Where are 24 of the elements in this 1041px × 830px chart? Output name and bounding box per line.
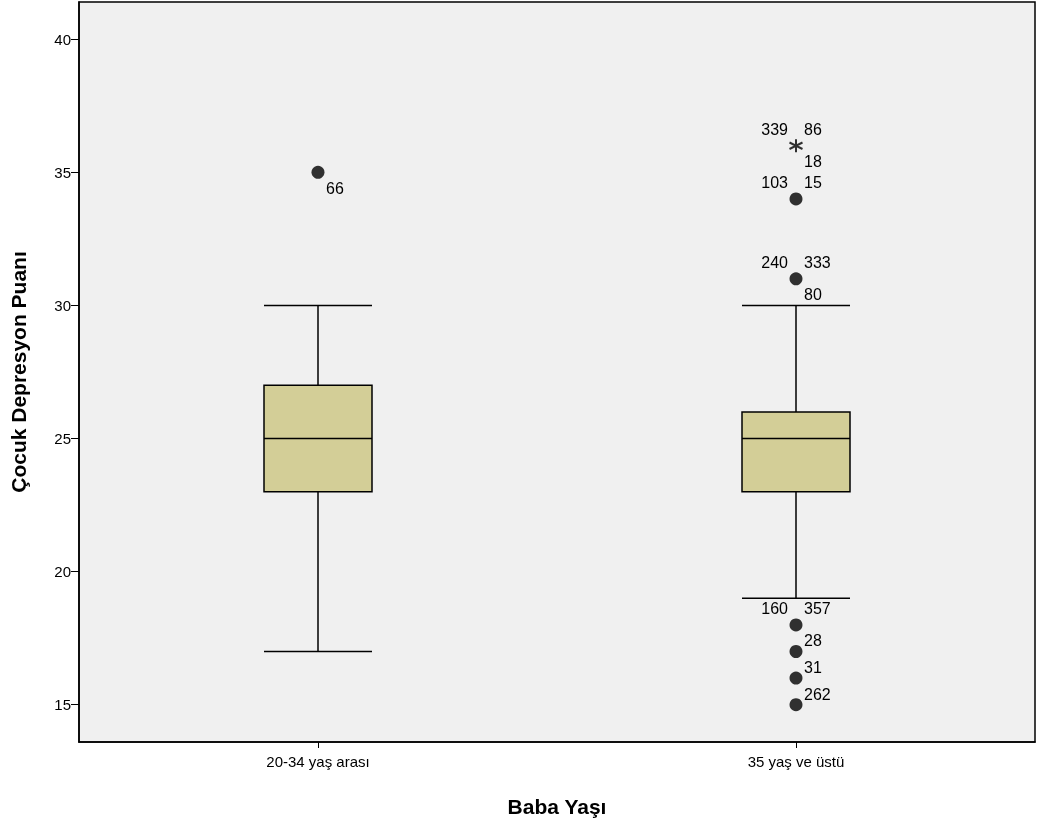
annotation: 357 xyxy=(804,600,831,618)
y-tick-label: 15 xyxy=(54,696,71,714)
annotation: 160 xyxy=(761,600,789,618)
annotation: 86 xyxy=(804,121,822,139)
annotation: 103 xyxy=(761,174,789,192)
x-tick-label: 20-34 yaş arası xyxy=(266,753,370,770)
annotation: 240 xyxy=(761,254,789,272)
y-axis-title: Çocuk Depresyon Puanı xyxy=(7,251,30,493)
annotation: 15 xyxy=(804,174,822,192)
annotation: 28 xyxy=(804,632,822,650)
annotation: 80 xyxy=(804,286,822,304)
annotation: 262 xyxy=(804,685,831,703)
annotation: 18 xyxy=(804,153,822,171)
x-tick-label: 35 yaş ve üstü xyxy=(747,753,845,770)
annotation: 66 xyxy=(326,179,344,197)
annotation: 339 xyxy=(761,121,789,139)
annotation: 31 xyxy=(804,659,822,676)
annotation: 333 xyxy=(804,254,831,272)
y-tick-label: 30 xyxy=(54,296,71,314)
y-tick-label: 20 xyxy=(54,563,71,581)
y-tick-label: 25 xyxy=(54,430,71,448)
y-tick-label: 35 xyxy=(54,163,71,181)
y-tick-label: 40 xyxy=(54,30,71,48)
x-axis-title: Baba Yaşı xyxy=(507,795,607,818)
